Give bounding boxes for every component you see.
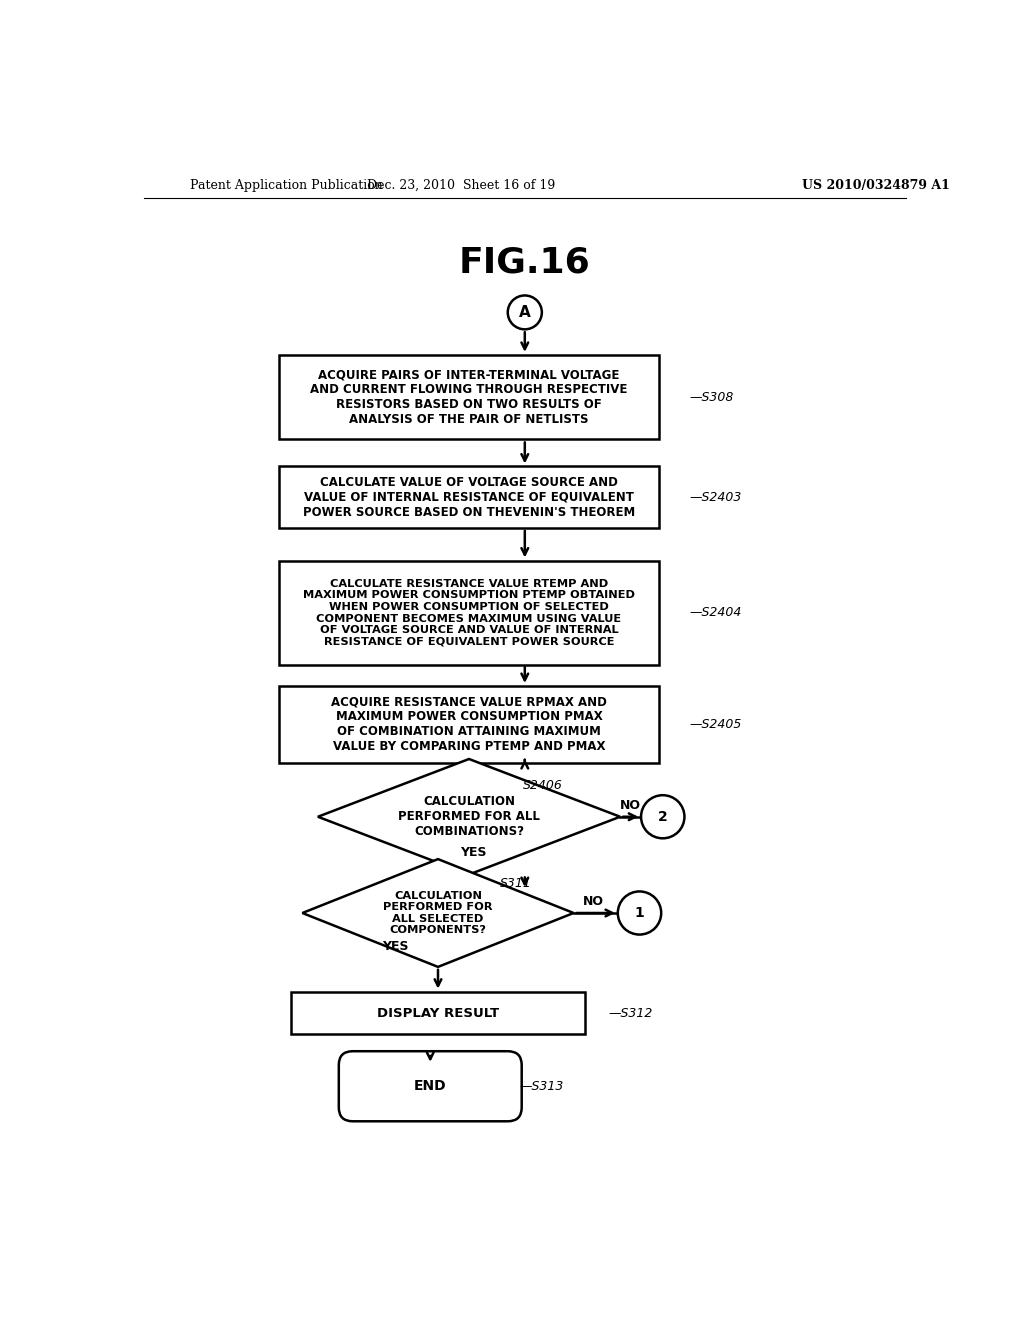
Text: NO: NO [583,895,603,908]
Text: CALCULATION
PERFORMED FOR
ALL SELECTED
COMPONENTS?: CALCULATION PERFORMED FOR ALL SELECTED C… [383,891,493,936]
Text: CALCULATION
PERFORMED FOR ALL
COMBINATIONS?: CALCULATION PERFORMED FOR ALL COMBINATIO… [398,795,540,838]
Text: ACQUIRE PAIRS OF INTER-TERMINAL VOLTAGE
AND CURRENT FLOWING THROUGH RESPECTIVE
R: ACQUIRE PAIRS OF INTER-TERMINAL VOLTAGE … [310,368,628,426]
Text: YES: YES [382,940,409,953]
Text: END: END [414,1080,446,1093]
FancyBboxPatch shape [291,991,586,1035]
FancyBboxPatch shape [280,561,658,665]
Text: S311: S311 [500,878,531,890]
FancyBboxPatch shape [339,1051,521,1121]
Text: CALCULATE VALUE OF VOLTAGE SOURCE AND
VALUE OF INTERNAL RESISTANCE OF EQUIVALENT: CALCULATE VALUE OF VOLTAGE SOURCE AND VA… [303,475,635,519]
Polygon shape [302,859,573,966]
FancyBboxPatch shape [280,686,658,763]
Circle shape [641,795,684,838]
Text: —S313: —S313 [519,1080,564,1093]
Text: US 2010/0324879 A1: US 2010/0324879 A1 [802,178,950,191]
Text: Dec. 23, 2010  Sheet 16 of 19: Dec. 23, 2010 Sheet 16 of 19 [368,178,555,191]
Text: —S2405: —S2405 [690,718,742,731]
Text: DISPLAY RESULT: DISPLAY RESULT [377,1007,499,1019]
FancyBboxPatch shape [280,466,658,528]
Text: ACQUIRE RESISTANCE VALUE RPMAX AND
MAXIMUM POWER CONSUMPTION PMAX
OF COMBINATION: ACQUIRE RESISTANCE VALUE RPMAX AND MAXIM… [331,696,607,754]
Text: —S2403: —S2403 [690,491,742,504]
Text: —S312: —S312 [608,1007,653,1019]
Text: Patent Application Publication: Patent Application Publication [190,178,383,191]
Text: S2406: S2406 [523,779,563,792]
FancyBboxPatch shape [280,355,658,440]
Text: CALCULATE RESISTANCE VALUE RTEMP AND
MAXIMUM POWER CONSUMPTION PTEMP OBTAINED
WH: CALCULATE RESISTANCE VALUE RTEMP AND MAX… [303,578,635,647]
Text: NO: NO [620,799,641,812]
Circle shape [617,891,662,935]
Text: A: A [519,305,530,319]
Text: YES: YES [460,846,486,859]
Text: 2: 2 [657,809,668,824]
Text: —S2404: —S2404 [690,606,742,619]
Circle shape [508,296,542,330]
Text: FIG.16: FIG.16 [459,246,591,280]
Polygon shape [317,759,621,875]
Text: —S308: —S308 [690,391,734,404]
Text: 1: 1 [635,906,644,920]
